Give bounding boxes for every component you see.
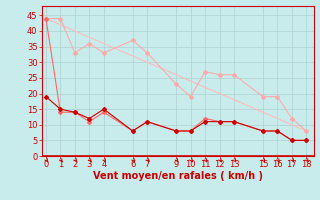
X-axis label: Vent moyen/en rafales ( km/h ): Vent moyen/en rafales ( km/h ) [92, 171, 263, 181]
